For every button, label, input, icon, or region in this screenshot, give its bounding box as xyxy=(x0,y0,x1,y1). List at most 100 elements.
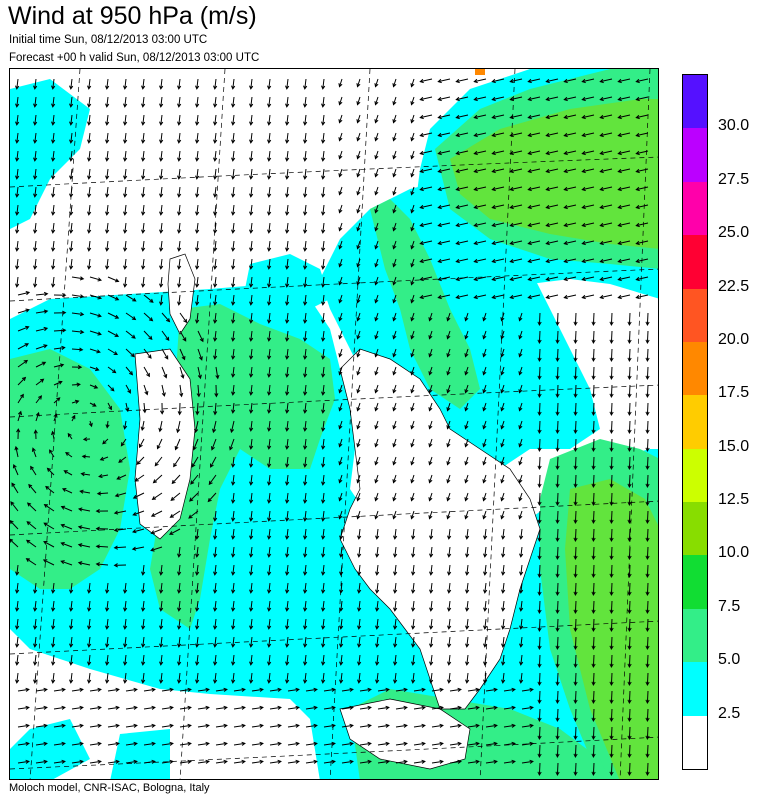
wind-arrow xyxy=(645,690,650,705)
wind-arrow xyxy=(392,294,397,304)
wind-arrow xyxy=(645,474,650,489)
wind-arrow xyxy=(179,312,188,324)
wind-arrow xyxy=(410,420,415,430)
wind-arrow xyxy=(215,741,228,746)
wind-arrow xyxy=(563,78,577,84)
wind-arrow xyxy=(411,546,416,558)
wind-arrow xyxy=(411,654,416,666)
wind-arrow xyxy=(31,447,37,458)
wind-arrow xyxy=(87,186,92,198)
wind-arrow xyxy=(89,348,101,354)
wind-arrow xyxy=(267,258,272,270)
wind-arrow xyxy=(321,438,326,450)
wind-arrow xyxy=(123,222,128,234)
wind-arrow xyxy=(599,222,613,228)
wind-arrow xyxy=(69,672,74,684)
wind-arrow xyxy=(158,420,163,433)
wind-arrow xyxy=(341,759,354,764)
wind-arrow xyxy=(161,741,174,746)
wind-arrow xyxy=(231,258,236,270)
wind-arrow xyxy=(303,168,308,180)
wind-arrow xyxy=(269,723,282,728)
wind-arrow xyxy=(338,384,343,394)
wind-arrow xyxy=(485,723,498,728)
wind-arrow xyxy=(617,132,631,138)
wind-arrow xyxy=(321,384,326,396)
wind-arrow xyxy=(581,258,595,264)
wind-arrow xyxy=(555,708,560,723)
wind-arrow xyxy=(69,222,74,234)
wind-arrow xyxy=(46,467,55,476)
wind-arrow xyxy=(563,222,577,228)
wind-arrow xyxy=(627,744,632,759)
wind-arrow xyxy=(518,456,523,466)
wind-arrow xyxy=(159,636,164,648)
wind-arrow xyxy=(102,438,109,445)
wind-arrow xyxy=(356,330,361,340)
wind-arrow xyxy=(69,114,74,126)
wind-arrow xyxy=(591,654,596,669)
wind-arrow xyxy=(627,474,632,489)
wind-arrow xyxy=(285,474,290,486)
wind-arrow xyxy=(71,723,84,728)
wind-arrow xyxy=(555,672,560,687)
wind-arrow xyxy=(392,366,397,376)
wind-arrow xyxy=(635,276,649,282)
wind-arrow xyxy=(555,312,560,327)
orange-dot xyxy=(475,69,485,75)
wind-arrow xyxy=(15,222,20,234)
wind-arrow xyxy=(392,348,397,358)
wind-arrow xyxy=(105,420,110,429)
wind-arrow xyxy=(437,222,451,228)
wind-arrow xyxy=(395,759,408,764)
wind-arrow xyxy=(377,705,390,710)
wind-arrow xyxy=(518,438,523,448)
wind-arrow xyxy=(338,402,343,412)
wind-arrow xyxy=(500,348,505,358)
wind-arrow xyxy=(485,705,498,710)
wind-arrow xyxy=(563,204,577,210)
wind-arrow xyxy=(141,600,146,612)
wind-arrow xyxy=(105,582,110,594)
wind-arrow xyxy=(174,438,181,451)
wind-arrow xyxy=(609,564,614,579)
wind-arrow xyxy=(140,420,145,432)
wind-arrow xyxy=(419,186,433,192)
wind-arrow xyxy=(455,258,469,264)
wind-arrow xyxy=(231,96,236,108)
wind-arrow xyxy=(465,582,470,594)
wind-arrow xyxy=(374,114,379,124)
wind-arrow xyxy=(249,456,254,468)
wind-arrow xyxy=(125,741,138,746)
wind-arrow xyxy=(188,510,199,519)
wind-arrow xyxy=(195,96,200,108)
wind-arrow xyxy=(303,222,308,234)
wind-arrow xyxy=(303,456,308,468)
wind-arrow xyxy=(159,276,164,288)
wind-arrow xyxy=(249,150,254,162)
wind-arrow xyxy=(123,276,128,288)
wind-arrow xyxy=(392,438,397,448)
wind-arrow xyxy=(555,492,560,507)
wind-arrow xyxy=(123,240,128,252)
wind-arrow xyxy=(645,636,650,651)
wind-arrow xyxy=(152,474,163,484)
wind-arrow xyxy=(573,582,578,597)
wind-arrow xyxy=(428,510,433,520)
colorbar-segment xyxy=(683,181,707,236)
wind-arrow xyxy=(500,402,505,412)
wind-arrow xyxy=(356,150,361,160)
wind-arrow xyxy=(195,672,200,684)
wind-arrow xyxy=(573,474,578,489)
wind-arrow xyxy=(321,276,326,288)
wind-arrow xyxy=(303,132,308,144)
wind-arrow xyxy=(321,618,326,630)
wind-arrow xyxy=(635,258,649,264)
wind-arrow xyxy=(233,705,246,710)
wind-arrow xyxy=(392,456,397,466)
wind-arrow xyxy=(33,186,38,198)
wind-arrow xyxy=(446,438,451,448)
wind-arrow xyxy=(123,132,128,144)
wind-arrow xyxy=(190,474,199,485)
wind-arrow xyxy=(473,258,487,264)
